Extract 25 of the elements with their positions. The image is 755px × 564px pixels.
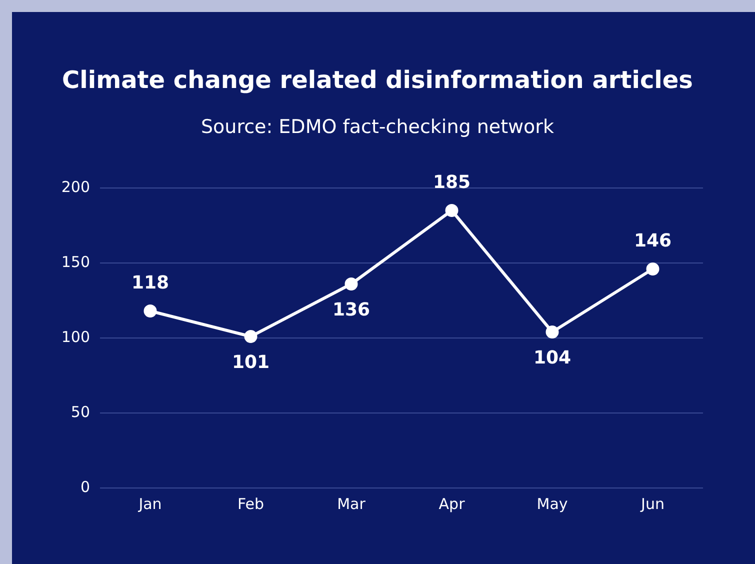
data-label: 118	[131, 272, 170, 294]
x-tick-label: May	[536, 494, 568, 513]
y-tick-label: 100	[61, 328, 90, 346]
x-tick-label: Jan	[138, 494, 162, 513]
point	[546, 326, 559, 338]
y-tick-label: 150	[61, 252, 90, 271]
point	[244, 330, 258, 343]
data-label: 146	[634, 230, 672, 252]
y-tick-label: 200	[61, 178, 90, 196]
y-tick-label: 0	[80, 478, 90, 496]
chart-title: Climate change related disinformation articles	[61, 66, 694, 94]
point	[646, 262, 660, 276]
x-tick-label: Jun	[640, 494, 664, 513]
point	[344, 278, 358, 290]
point	[445, 204, 458, 217]
x-tick-label: Apr	[438, 494, 466, 513]
chart-subtitle: Source: EDMO fact-checking network	[200, 116, 555, 138]
data-label: 185	[432, 172, 471, 194]
data-label: 101	[232, 352, 270, 374]
x-tick-label: Feb	[237, 494, 264, 513]
y-tick-label: 50	[70, 402, 90, 421]
point	[144, 304, 157, 318]
data-label: 136	[332, 300, 370, 321]
data-label: 104	[533, 348, 572, 369]
x-tick-label: Mar	[337, 494, 366, 513]
